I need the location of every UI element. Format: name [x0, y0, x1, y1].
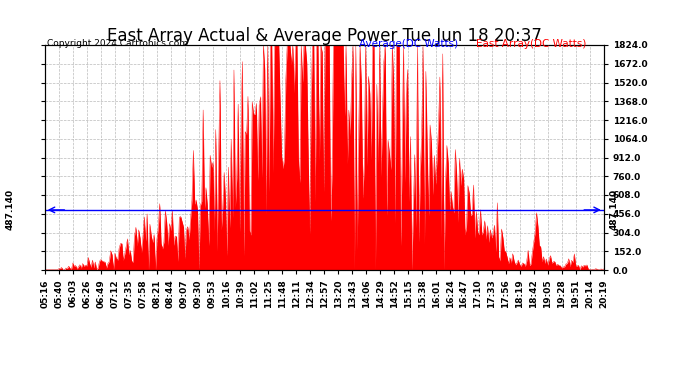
Text: 487.140: 487.140	[610, 189, 619, 231]
Text: East Array(DC Watts): East Array(DC Watts)	[476, 39, 586, 50]
Text: Copyright 2024 Cartronics.com: Copyright 2024 Cartronics.com	[47, 39, 188, 48]
Text: 487.140: 487.140	[6, 189, 14, 231]
Text: Average(DC Watts): Average(DC Watts)	[359, 39, 458, 50]
Title: East Array Actual & Average Power Tue Jun 18 20:37: East Array Actual & Average Power Tue Ju…	[107, 27, 542, 45]
